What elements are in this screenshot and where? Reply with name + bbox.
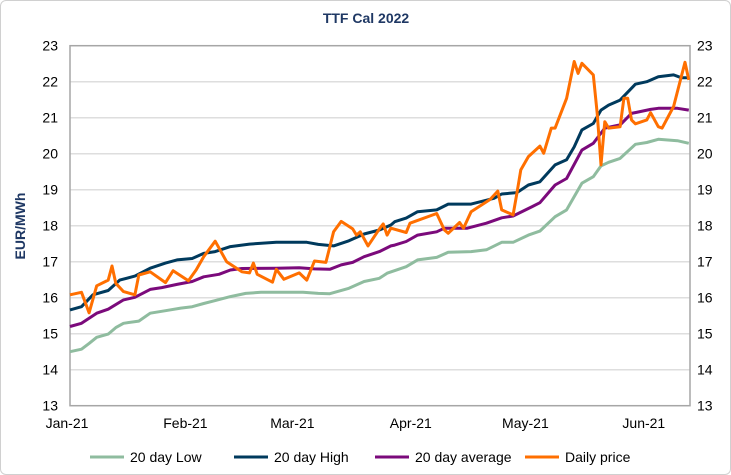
y2-tick-label: 13 — [697, 398, 713, 414]
x-tick-label: Apr-21 — [390, 415, 432, 431]
legend-label: 20 day High — [274, 449, 349, 465]
y2-tick-label: 17 — [697, 254, 713, 270]
legend-label: 20 day Low — [130, 449, 202, 465]
x-tick-label: Mar-21 — [270, 415, 315, 431]
series-line-20-day-high — [69, 73, 689, 312]
x-tick-label: Feb-21 — [163, 415, 208, 431]
y-tick-label: 17 — [42, 254, 58, 270]
x-tick-label: May-21 — [502, 415, 549, 431]
y2-tick-label: 14 — [697, 362, 713, 378]
y2-tick-label: 16 — [697, 290, 713, 306]
y2-tick-label: 20 — [697, 146, 713, 162]
y-tick-label: 13 — [42, 398, 58, 414]
y-tick-label: 23 — [42, 38, 58, 54]
x-tick-label: Jan-21 — [46, 415, 89, 431]
y-tick-label: 14 — [42, 362, 58, 378]
y-axis-label: EUR/MWh — [12, 193, 28, 260]
y-tick-label: 16 — [42, 290, 58, 306]
series-lines — [69, 60, 691, 354]
plot-area-border — [69, 44, 691, 407]
legend: 20 day Low 20 day High 20 day average Daily… — [90, 449, 631, 465]
x-tick-label: Jun-21 — [622, 415, 665, 431]
y2-tick-label: 21 — [697, 110, 713, 126]
y-tick-label: 21 — [42, 110, 58, 126]
legend-label: Daily price — [565, 449, 631, 465]
tick-labels: 13 14 15 16 17 18 19 20 21 22 23 13 14 15 16 17 18 19 20 21… — [42, 38, 712, 431]
y-tick-label: 19 — [42, 182, 58, 198]
y-tick-label: 18 — [42, 218, 58, 234]
series-line-daily-price — [69, 60, 691, 315]
y2-tick-label: 18 — [697, 218, 713, 234]
series-line-20-day-low — [69, 137, 690, 354]
y2-tick-label: 15 — [697, 326, 713, 342]
series-line-20-day-average — [69, 106, 690, 328]
chart-title: TTF Cal 2022 — [323, 10, 410, 26]
y2-tick-label: 22 — [697, 74, 713, 90]
y2-tick-label: 19 — [697, 182, 713, 198]
y-tick-label: 22 — [42, 74, 58, 90]
axes — [69, 44, 691, 407]
y-tick-label: 20 — [42, 146, 58, 162]
legend-label: 20 day average — [415, 449, 512, 465]
y-tick-label: 15 — [42, 326, 58, 342]
y2-tick-label: 23 — [697, 38, 713, 54]
